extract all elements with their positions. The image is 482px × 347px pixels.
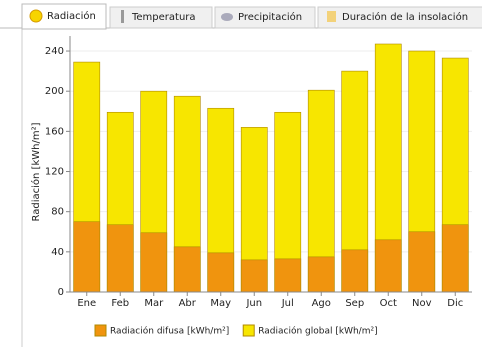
tab-label: Radiación [47,10,96,22]
thermometer-icon [121,10,124,23]
bar [274,258,302,293]
tab[interactable]: Temperatura [109,6,213,29]
y-tick-label: 0 [58,287,64,298]
bar [140,232,168,293]
tab-label: Temperatura [131,12,196,23]
x-tick-label: Abr [179,298,197,309]
x-tick-label: Dic [447,298,463,309]
y-tick-label: 200 [45,86,64,97]
y-tick-label: 80 [51,207,64,218]
x-tick-label: Ago [312,298,331,309]
y-axis-title: Radiación [kWh/m²] [30,122,42,221]
x-tick-label: May [210,298,231,309]
tab-inactive [109,6,213,29]
x-tick-label: Oct [380,298,397,309]
bar [73,221,101,293]
tab-label: Duración de la insolación [342,11,468,23]
bar [408,231,436,293]
bar [106,224,134,293]
y-tick-label: 240 [45,46,64,57]
legend-label: Radiación global [kWh/m²] [258,326,377,337]
tab-label: Precipitación [238,11,302,23]
legend-label: Radiación difusa [kWh/m²] [110,326,229,337]
y-tick-label: 120 [45,167,64,178]
legend-swatch [242,324,255,337]
bar [207,252,235,293]
plot: 0 40 80 120 160 200 240 Ene Feb Mar Abr May Jun Jul Ag… [45,36,472,337]
x-tick-label: Ene [77,298,96,309]
x-tick-label: Mar [144,298,164,309]
tab[interactable]: Precipitación [214,6,316,29]
tab-inactive [317,6,482,29]
tab-inactive [214,6,316,29]
bar [307,256,335,293]
bar [374,239,402,293]
x-tick-label: Jun [245,298,262,309]
tab[interactable]: Radiación [21,3,107,30]
y-tick-label: 40 [51,247,64,258]
x-tick-label: Sep [345,298,364,309]
bar [441,224,469,293]
bar [173,246,201,293]
cloud-icon [221,13,233,21]
tab[interactable]: Duración de la insolación [317,6,482,29]
x-tick-label: Nov [412,298,432,309]
sun-hours-icon [327,11,336,22]
sun-icon [29,9,43,23]
y-tick-label: 160 [45,126,64,137]
bar [341,249,369,293]
x-tick-label: Jul [281,298,294,309]
x-tick-label: Feb [111,298,129,309]
legend-swatch [94,324,107,337]
bar [240,259,268,293]
